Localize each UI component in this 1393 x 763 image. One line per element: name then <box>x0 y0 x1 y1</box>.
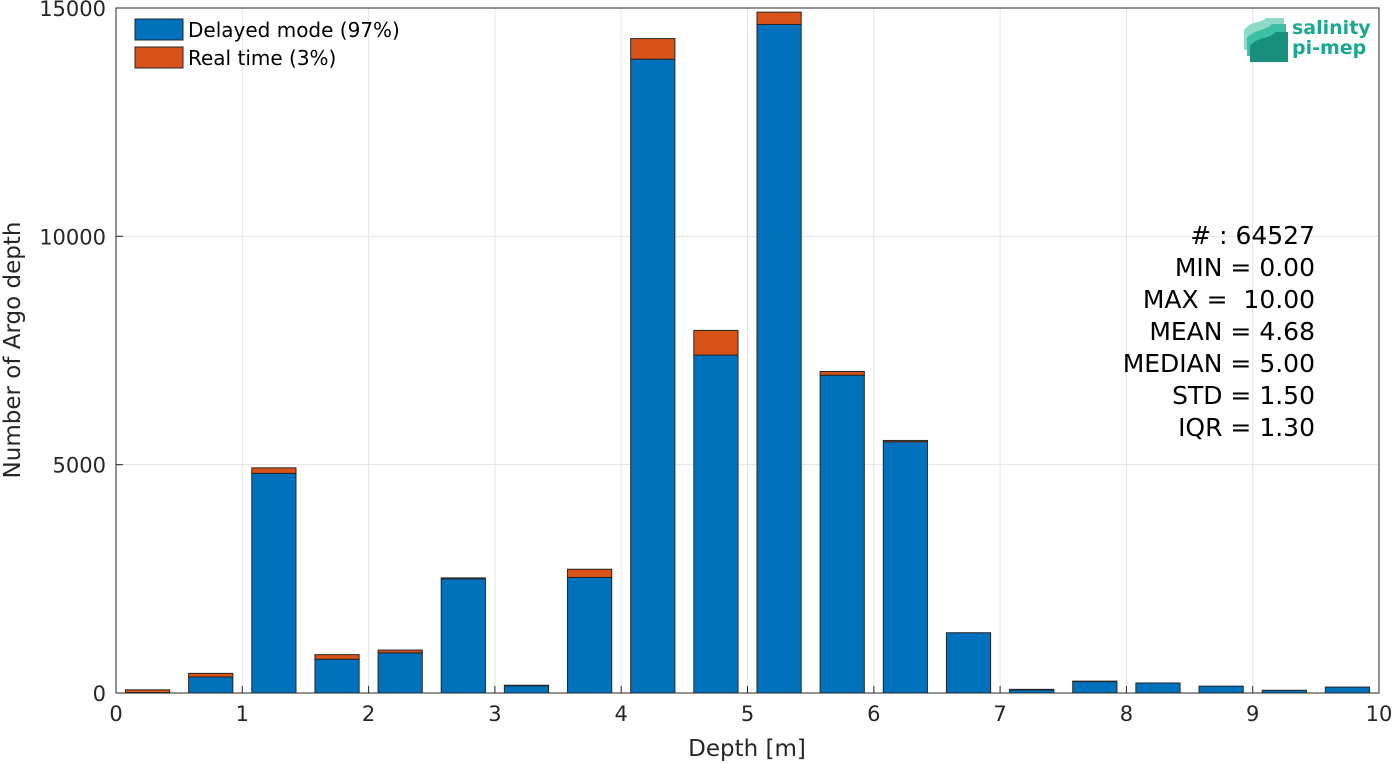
bar-real-time <box>503 684 550 687</box>
legend-label-real-time: Real time (3%) <box>188 46 336 70</box>
x-tick-labels: 0 1 2 3 4 5 6 7 8 9 10 <box>109 702 1392 726</box>
stat-count: # : 64527 <box>1190 221 1315 250</box>
y-tick-label: 5000 <box>53 454 106 478</box>
bar-delayed-mode <box>693 354 739 694</box>
x-tick-label: 3 <box>488 702 501 726</box>
salinity-pi-mep-logo: salinity pi-mep <box>1244 17 1371 62</box>
y-axis-title: Number of Argo depth <box>0 222 26 479</box>
x-tick-label: 7 <box>993 702 1006 726</box>
bar-delayed-mode <box>1072 681 1118 694</box>
bar-real-time <box>567 568 613 578</box>
bar-delayed-mode <box>1324 686 1371 694</box>
x-tick-label: 9 <box>1246 702 1259 726</box>
bar-delayed-mode <box>882 441 928 694</box>
stat-std: STD = 1.50 <box>1172 381 1315 410</box>
bar-delayed-mode <box>440 578 486 694</box>
x-tick-label: 8 <box>1120 702 1133 726</box>
x-tick-label: 6 <box>867 702 880 726</box>
wave-logo-icon <box>1244 18 1288 62</box>
legend: Delayed mode (97%) Real time (3%) <box>134 18 400 70</box>
x-tick-label: 5 <box>741 702 754 726</box>
y-tick-label: 15000 <box>39 0 106 21</box>
bar-real-time <box>251 467 297 474</box>
bar-real-time <box>882 439 928 443</box>
statistics-box: # : 64527 MIN = 0.00 MAX = 10.00 MEAN = … <box>1123 221 1315 442</box>
y-tick-label: 10000 <box>39 225 106 249</box>
logo-text-salinity: salinity <box>1292 17 1371 39</box>
y-tick-label: 0 <box>93 682 106 706</box>
bar-delayed-mode <box>945 632 992 694</box>
logo-text-pi-mep: pi-mep <box>1292 37 1366 59</box>
x-tick-label: 4 <box>615 702 628 726</box>
x-tick-label: 1 <box>236 702 249 726</box>
legend-swatch-real-time <box>134 46 184 69</box>
bar-delayed-mode <box>1135 682 1181 694</box>
bar-real-time <box>377 649 423 654</box>
bar-delayed-mode <box>630 58 676 694</box>
bar-real-time <box>630 38 676 60</box>
bar-delayed-mode <box>756 23 802 694</box>
bar-real-time <box>693 329 739 356</box>
bar-delayed-mode <box>377 652 423 694</box>
bar-delayed-mode <box>251 472 297 694</box>
stat-min: MIN = 0.00 <box>1175 253 1315 282</box>
legend-label-delayed-mode: Delayed mode (97%) <box>188 18 400 42</box>
bar-real-time <box>1072 680 1118 683</box>
stat-max: MAX = 10.00 <box>1143 285 1315 314</box>
bar-real-time <box>124 689 171 694</box>
bar-delayed-mode <box>1198 685 1244 694</box>
stat-mean: MEAN = 4.68 <box>1149 317 1315 346</box>
bar-real-time <box>188 672 234 678</box>
x-tick-label: 10 <box>1366 702 1393 726</box>
x-axis-title: Depth [m] <box>688 736 806 762</box>
bars-group <box>124 11 1371 694</box>
y-tick-labels: 0 5000 10000 15000 <box>39 0 106 706</box>
bar-delayed-mode <box>503 685 550 694</box>
x-tick-label: 0 <box>109 702 122 726</box>
stat-iqr: IQR = 1.30 <box>1178 413 1315 442</box>
bar-real-time <box>819 371 865 376</box>
bar-delayed-mode <box>314 658 360 694</box>
bar-real-time <box>756 11 802 25</box>
bar-real-time <box>440 577 486 580</box>
bar-real-time <box>314 654 360 660</box>
x-tick-label: 2 <box>362 702 375 726</box>
legend-swatch-delayed-mode <box>134 18 184 41</box>
tick-marks <box>115 7 1380 694</box>
bar-delayed-mode <box>567 576 613 694</box>
bar-delayed-mode <box>188 676 234 694</box>
bar-real-time <box>1009 688 1055 691</box>
stat-median: MEDIAN = 5.00 <box>1123 349 1315 378</box>
bar-delayed-mode <box>819 374 865 694</box>
